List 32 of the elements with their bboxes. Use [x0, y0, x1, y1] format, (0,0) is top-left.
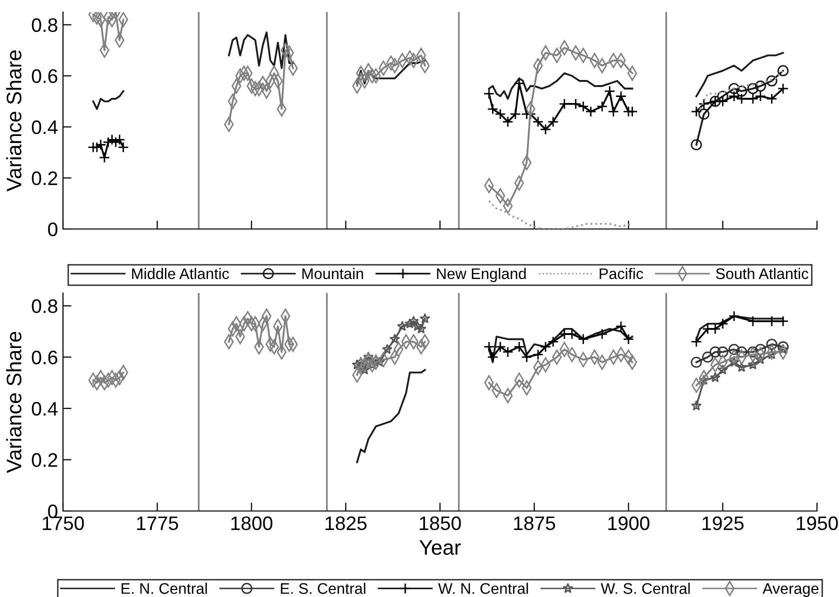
legend-label: New England	[437, 268, 526, 282]
legend-label: Pacific	[600, 268, 644, 280]
legend-label: South Atlantic	[716, 268, 808, 280]
legend-label: W. S. Central	[600, 582, 690, 594]
y-tick-label: 0.8	[32, 18, 58, 32]
x-tick-label: 1875	[514, 516, 556, 530]
y-tick-label: 0.2	[32, 453, 58, 467]
y-axis-title: Variance Share	[6, 332, 22, 473]
x-tick-label: 1950	[796, 516, 838, 530]
legend-label: E. N. Central	[122, 582, 207, 594]
legend-label: Mountain	[302, 268, 364, 280]
x-axis-title: Year	[419, 540, 461, 555]
x-tick-label: 1775	[137, 516, 178, 530]
x-tick-label: 1750	[42, 516, 84, 530]
y-tick-label: 0.4	[32, 120, 58, 134]
x-tick-label: 1800	[231, 516, 272, 530]
y-tick-label: 0	[48, 222, 58, 236]
x-tick-label: 1825	[326, 516, 367, 530]
y-tick-label: 0.6	[32, 350, 58, 364]
x-tick-label: 1850	[420, 516, 461, 530]
y-tick-label: 0.2	[32, 171, 58, 186]
x-tick-label: 1925	[702, 516, 744, 530]
legend-label: W. N. Central	[438, 582, 528, 594]
legend-label: Average	[762, 583, 818, 597]
legend-label: Middle Atlantic	[132, 268, 229, 280]
y-tick-label: 0.6	[32, 69, 58, 84]
y-tick-label: 0.4	[32, 402, 58, 416]
x-tick-label: 1900	[608, 516, 650, 530]
y-axis-title: Variance Share	[6, 50, 22, 192]
legend-label: E. S. Central	[280, 582, 366, 594]
y-tick-label: 0	[48, 504, 58, 518]
y-tick-label: 0.8	[32, 299, 58, 314]
